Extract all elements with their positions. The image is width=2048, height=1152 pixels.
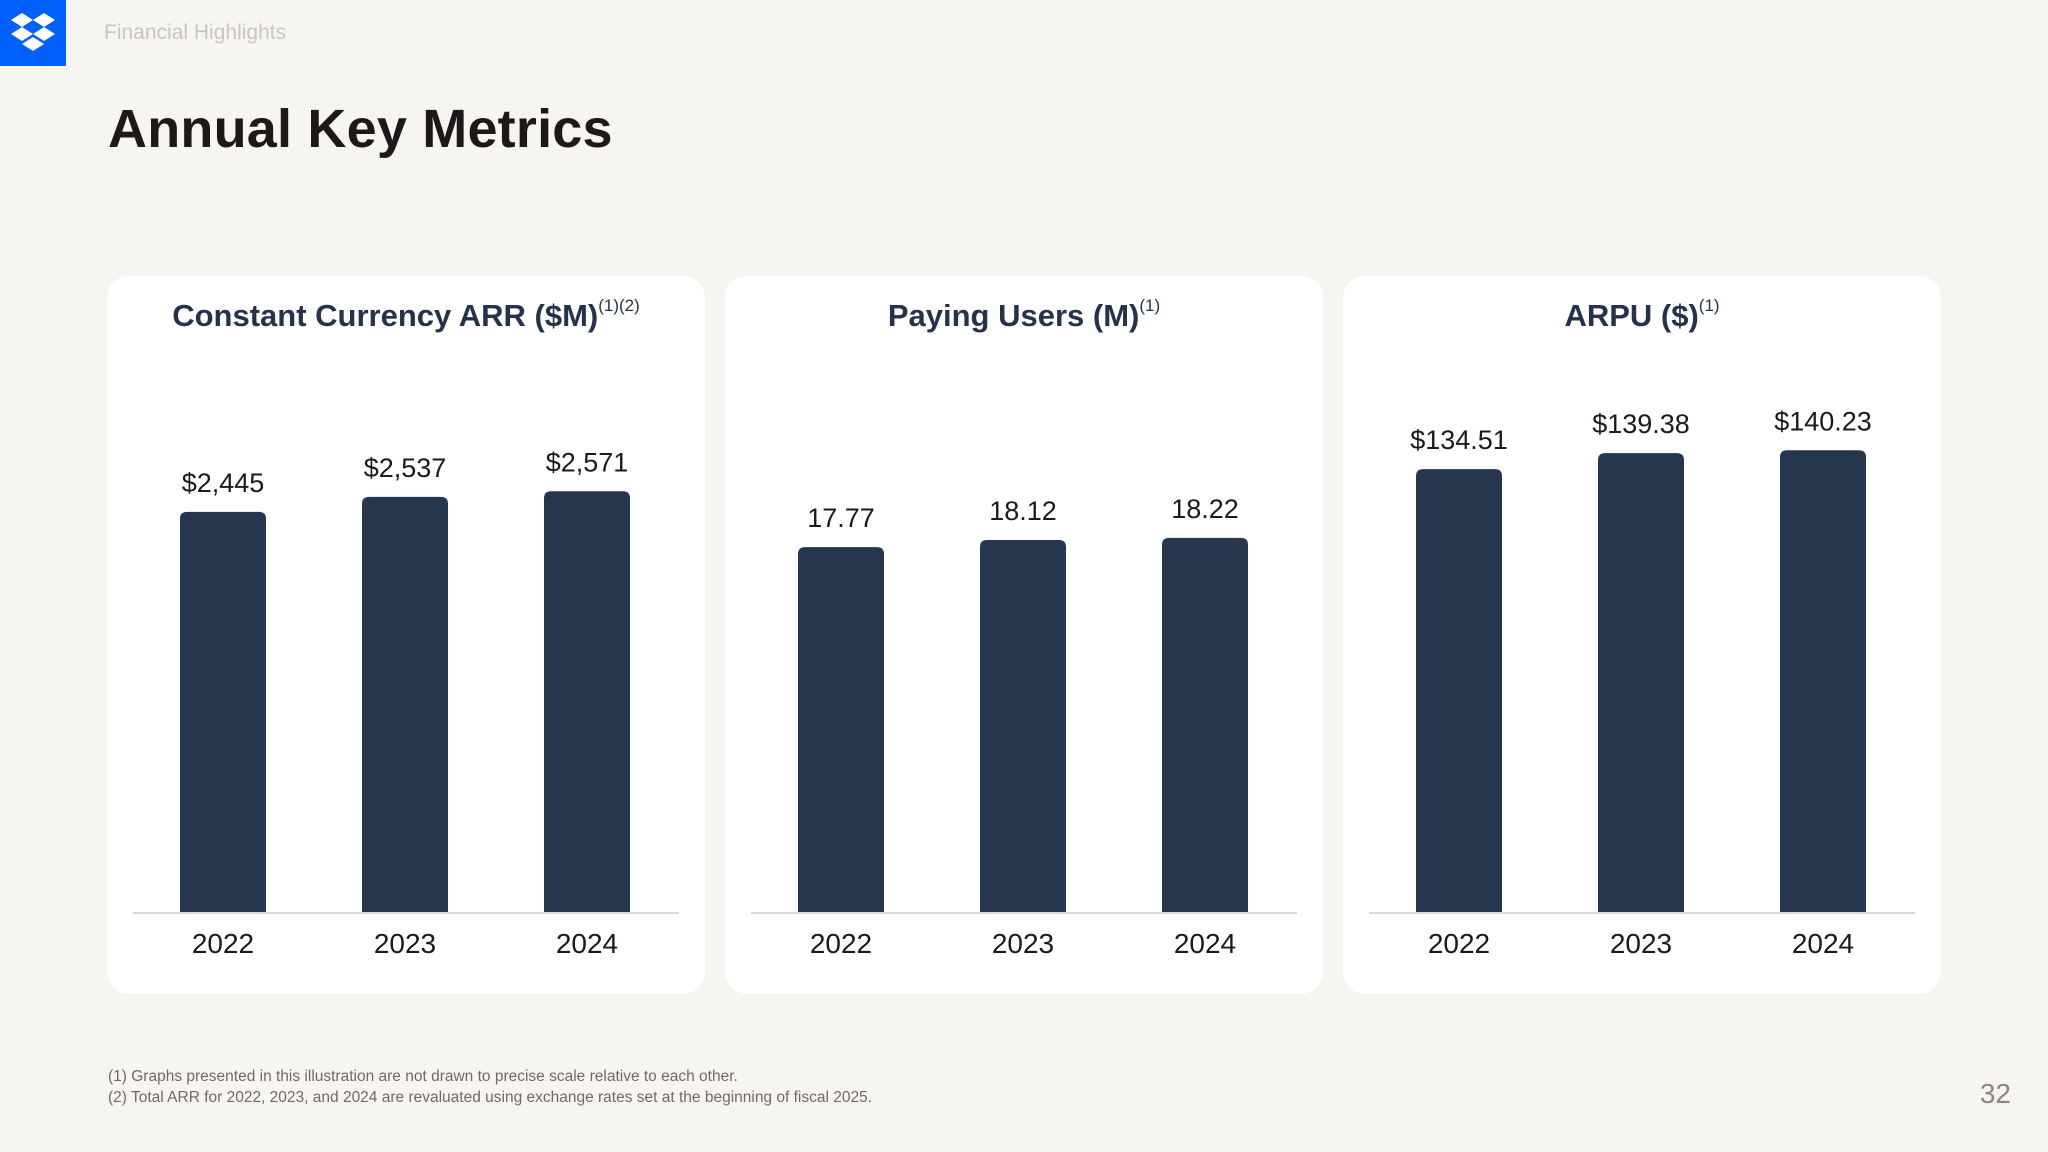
- chart-title-text: Constant Currency ARR ($M): [172, 298, 599, 333]
- chart-title-text: Paying Users (M): [887, 298, 1140, 333]
- paying-users-bar-chart: 17.77 2022 18.12 2023 18.22 2024: [751, 494, 1297, 959]
- chart-title: ARPU ($)(1): [1343, 295, 1941, 334]
- category-label-2022: 2022: [810, 928, 872, 959]
- value-label-2023: $2,537: [364, 453, 447, 483]
- category-label-2022: 2022: [1428, 928, 1490, 959]
- value-label-2024: $140.23: [1774, 406, 1872, 436]
- logo-box: [0, 0, 66, 66]
- category-label-2022: 2022: [192, 928, 254, 959]
- bar-2023: [980, 539, 1066, 912]
- bar-2024: [1162, 537, 1248, 912]
- bar-2023: [362, 496, 448, 912]
- category-label-2024: 2024: [556, 928, 618, 959]
- section-label: Financial Highlights: [104, 21, 287, 44]
- footnotes: (1) Graphs presented in this illustratio…: [108, 1066, 872, 1108]
- value-label-2024: $2,571: [546, 447, 629, 477]
- bar-2022: [1416, 469, 1502, 912]
- chart-card-paying-users: Paying Users (M)(1) 17.77 2022 18.12 2023 18…: [725, 276, 1323, 994]
- chart-card-arr: Constant Currency ARR ($M)(1)(2) $2,445 2…: [107, 276, 705, 994]
- page-title: Annual Key Metrics: [108, 99, 613, 159]
- footnote-2: (2) Total ARR for 2022, 2023, and 2024 a…: [108, 1089, 873, 1106]
- bar-2022: [798, 547, 884, 912]
- bar-2022: [180, 511, 266, 912]
- value-label-2024: 18.22: [1171, 494, 1239, 524]
- category-label-2023: 2023: [1610, 928, 1672, 959]
- value-label-2022: $2,445: [182, 468, 265, 498]
- dropbox-logo-icon: [11, 13, 55, 51]
- footnote-1: (1) Graphs presented in this illustratio…: [108, 1068, 738, 1085]
- category-label-2023: 2023: [374, 928, 436, 959]
- chart-title-superscript: (1): [1698, 295, 1720, 315]
- chart-title: Constant Currency ARR ($M)(1)(2): [107, 295, 705, 334]
- value-label-2022: $134.51: [1410, 425, 1508, 455]
- category-label-2024: 2024: [1792, 928, 1854, 959]
- value-label-2023: $139.38: [1592, 409, 1690, 439]
- bar-2024: [544, 491, 630, 912]
- chart-title-superscript: (1)(2): [598, 295, 640, 315]
- bar-2023: [1598, 453, 1684, 912]
- arpu-bar-chart: $134.51 2022 $139.38 2023 $140.23 2024: [1369, 406, 1915, 959]
- category-label-2023: 2023: [992, 928, 1054, 959]
- value-label-2023: 18.12: [989, 496, 1057, 526]
- chart-title: Paying Users (M)(1): [725, 295, 1323, 334]
- bar-2024: [1780, 450, 1866, 912]
- chart-title-text: ARPU ($): [1564, 298, 1699, 333]
- arr-bar-chart: $2,445 2022 $2,537 2023 $2,571 2024: [133, 447, 679, 959]
- value-label-2022: 17.77: [807, 503, 875, 533]
- page-number: 32: [1979, 1078, 2011, 1109]
- chart-card-arpu: ARPU ($)(1) $134.51 2022 $139.38 2023 $140.2…: [1343, 276, 1941, 994]
- chart-title-superscript: (1): [1139, 295, 1161, 315]
- category-label-2024: 2024: [1174, 928, 1236, 959]
